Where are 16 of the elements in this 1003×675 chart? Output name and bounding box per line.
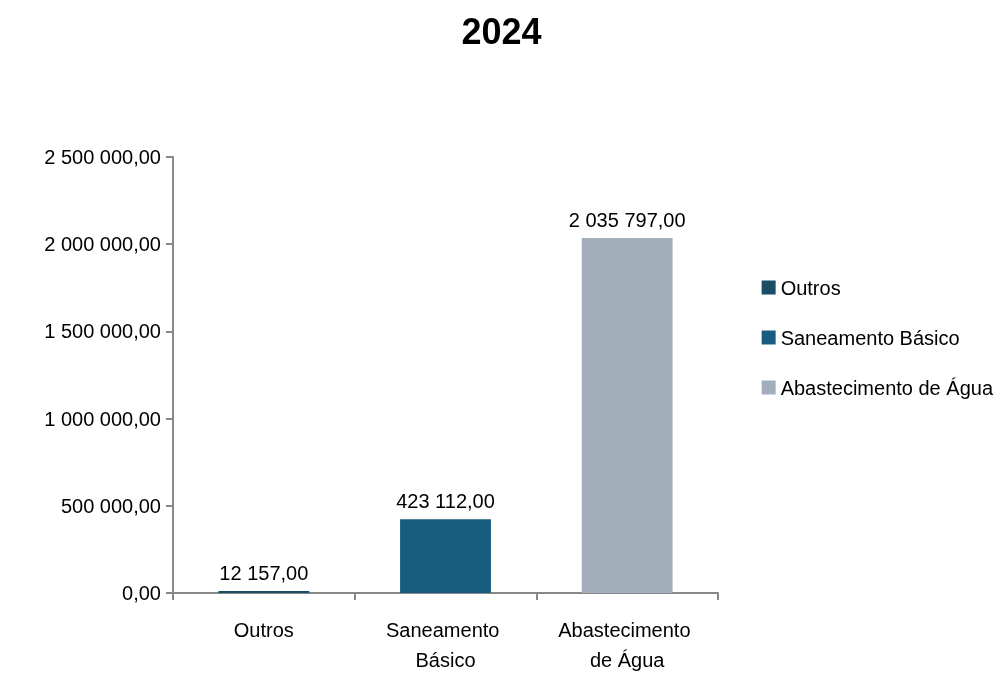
x-tick-label: Abastecimento de Água	[558, 619, 697, 671]
legend-label: Abastecimento de Água	[780, 376, 994, 399]
data-label: 423 112,00	[396, 490, 495, 513]
y-tick-label: 0,00	[122, 582, 161, 604]
chart-title: 2024	[461, 10, 542, 52]
legend-label: Outros	[780, 276, 841, 299]
y-tick-label: 1 500 000,00	[44, 320, 161, 343]
y-tick-label: 2 500 000,00	[44, 146, 161, 168]
y-tick-label: 2 000 000,00	[44, 233, 161, 256]
y-tick-label: 500 000,00	[60, 494, 161, 517]
x-tick-label: Saneamento Básico	[386, 619, 505, 671]
data-label: 2 035 797,00	[568, 208, 686, 231]
x-tick-label: Outros	[233, 619, 294, 641]
data-label: 12 157,00	[219, 561, 309, 584]
legend-label: Saneamento Básico	[780, 326, 960, 349]
y-tick-label: 1 000 000,00	[44, 407, 161, 430]
